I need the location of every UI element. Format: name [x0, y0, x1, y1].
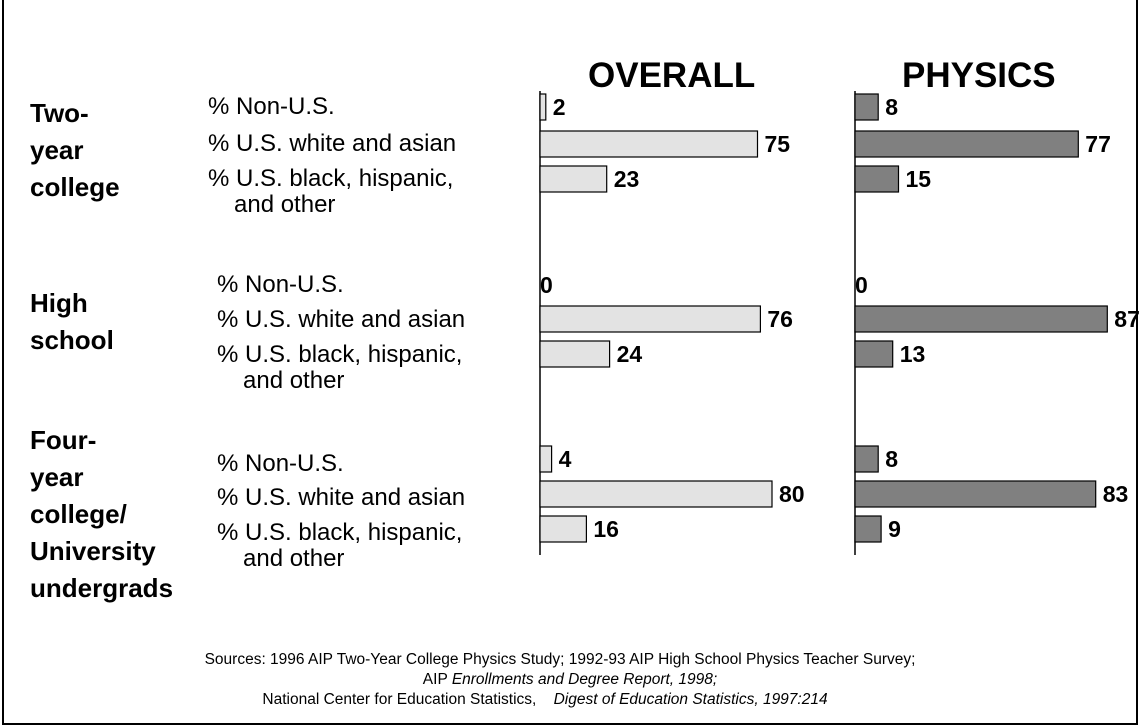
physics-bar: [854, 305, 1108, 333]
overall-value-label: 24: [617, 341, 643, 367]
category-label-non-us: % Non-U.S.: [217, 272, 344, 298]
category-label-black-hispanic: % U.S. black, hispanic, and other: [217, 520, 462, 572]
overall-bar: [539, 130, 759, 158]
physics-value-label: 15: [906, 166, 932, 192]
category-label-black-hispanic: % U.S. black, hispanic, and other: [208, 166, 453, 218]
physics-value-label: 0: [855, 272, 868, 298]
overall-value-label: 16: [593, 516, 619, 542]
group-label-line: college/: [30, 499, 127, 529]
category-label-white-asian: % U.S. white and asian: [217, 485, 465, 511]
physics-bar: [854, 340, 894, 368]
overall-value-label: 2: [553, 94, 566, 120]
group-label-line: Four-: [30, 425, 97, 455]
physics-value-label: 83: [1103, 481, 1129, 507]
category-label-text: % U.S. white and asian: [208, 130, 457, 157]
category-label-non-us: % Non-U.S.: [208, 94, 335, 120]
sources-line-1: Sources: 1996 AIP Two-Year College Physi…: [204, 651, 916, 668]
category-label-black-hispanic: % U.S. black, hispanic, and other: [217, 342, 462, 394]
overall-value-label: 80: [779, 481, 805, 507]
sources-line-2: AIP Enrollments and Degree Report, 1998;: [0, 670, 1140, 690]
overall-value-label: 23: [614, 166, 640, 192]
sources-text: AIP: [422, 671, 452, 688]
physics-bar: [854, 515, 882, 543]
group-label-two-year-college: Two- year college: [30, 95, 210, 206]
category-label-text: % U.S. black, hispanic,: [217, 341, 463, 368]
category-label-white-asian: % U.S. white and asian: [208, 131, 456, 157]
category-label-text: % Non-U.S.: [217, 450, 344, 477]
overall-value-label: 75: [765, 131, 791, 157]
overall-value-label: 76: [767, 306, 793, 332]
category-label-text: % Non-U.S.: [217, 271, 344, 298]
overall-bar: [539, 305, 761, 333]
physics-value-label: 13: [900, 341, 926, 367]
group-label-line: year: [30, 462, 84, 492]
sources-title-italic: Digest of Education Statistics, 1997:214: [553, 691, 828, 708]
group-label-line: University: [30, 536, 156, 566]
category-label-white-asian: % U.S. white and asian: [217, 307, 465, 333]
group-label-four-year-college: Four- year college/ University undergrad…: [30, 422, 210, 607]
group-label-high-school: High school: [30, 285, 210, 359]
sources-line-3: National Center for Education Statistics…: [0, 690, 1115, 710]
physics-value-label: 8: [885, 446, 898, 472]
physics-panel-title: PHYSICS: [902, 56, 1056, 95]
group-label-line: year: [30, 135, 84, 165]
overall-bar: [539, 515, 588, 543]
physics-value-label: 8: [885, 94, 898, 120]
overall-bar: [539, 165, 608, 193]
category-label-text: % Non-U.S.: [208, 93, 335, 120]
category-label-text: and other: [234, 191, 336, 218]
category-label-text: % U.S. white and asian: [217, 484, 466, 511]
category-label-text: % U.S. black, hispanic,: [217, 519, 463, 546]
physics-bar: [854, 480, 1097, 508]
overall-value-label: 0: [540, 272, 553, 298]
group-label-line: undergrads: [30, 573, 174, 603]
group-label-line: college: [30, 172, 120, 202]
physics-value-label: 9: [888, 516, 901, 542]
sources-text: National Center for Education Statistics…: [262, 691, 554, 708]
sources-title-italic: Enrollments and Degree Report, 1998;: [451, 671, 718, 688]
group-label-line: High: [30, 288, 88, 318]
category-label-text: % U.S. black, hispanic,: [208, 165, 454, 192]
overall-bar: [539, 93, 547, 121]
group-label-line: school: [30, 325, 114, 355]
overall-value-label: 4: [559, 446, 572, 472]
sources-note: Sources: 1996 AIP Two-Year College Physi…: [0, 650, 1140, 710]
category-label-non-us: % Non-U.S.: [217, 451, 344, 477]
physics-bar: [854, 445, 879, 473]
physics-bar: [854, 165, 900, 193]
physics-value-label: 77: [1085, 131, 1111, 157]
overall-bar: [539, 340, 611, 368]
physics-value-label: 87: [1114, 306, 1140, 332]
overall-bar: [539, 445, 553, 473]
category-label-text: % U.S. white and asian: [217, 306, 466, 333]
physics-bar: [854, 130, 1079, 158]
physics-bar: [854, 93, 879, 121]
category-label-text: and other: [243, 367, 345, 394]
overall-bar: [539, 480, 773, 508]
category-label-text: and other: [243, 545, 345, 572]
group-label-line: Two-: [30, 98, 89, 128]
overall-panel-title: OVERALL: [588, 56, 756, 95]
